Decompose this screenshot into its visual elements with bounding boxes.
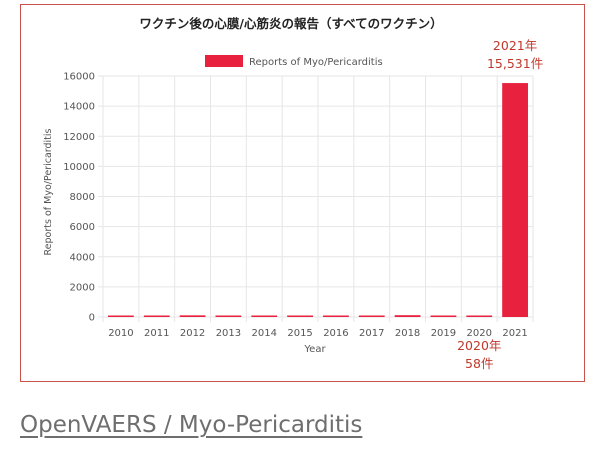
annotation-2021: 2021年 — [493, 38, 537, 53]
legend-swatch — [205, 55, 243, 67]
bar-chart: ワクチン後の心膜/心筋炎の報告（すべてのワクチン） Reports of Myo… — [43, 16, 543, 371]
chart-title: ワクチン後の心膜/心筋炎の報告（すべてのワクチン） — [139, 16, 442, 31]
bar-2020[interactable] — [466, 315, 493, 318]
bar-2018[interactable] — [394, 315, 421, 317]
y-tick-label: 0 — [89, 313, 95, 324]
y-tick-label: 8000 — [70, 192, 95, 203]
x-tick-label: 2015 — [287, 328, 312, 339]
bar-2019[interactable] — [430, 315, 457, 318]
x-tick-label: 2016 — [323, 328, 348, 339]
x-tick-label: 2019 — [431, 328, 456, 339]
bar-2016[interactable] — [323, 315, 349, 318]
x-tick-label: 2017 — [359, 328, 384, 339]
y-axis-label: Reports of Myo/Pericarditis — [43, 128, 54, 255]
x-tick-label: 2011 — [144, 328, 169, 339]
x-axis-label: Year — [303, 344, 326, 355]
annotation-2020: 2020年 — [457, 338, 501, 353]
y-tick-label: 14000 — [63, 102, 95, 113]
bar-2010[interactable] — [108, 315, 134, 318]
chart-card: ワクチン後の心膜/心筋炎の報告（すべてのワクチン） Reports of Myo… — [20, 4, 585, 382]
y-tick-label: 6000 — [70, 222, 95, 233]
bar-2021[interactable] — [502, 83, 528, 317]
annotation-2020: 58件 — [465, 356, 493, 371]
x-tick-label: 2013 — [216, 328, 241, 339]
x-tick-label: 2018 — [395, 328, 420, 339]
y-tick-label: 10000 — [63, 162, 95, 173]
bar-2013[interactable] — [215, 315, 242, 318]
y-tick-label: 16000 — [63, 72, 95, 83]
bar-2017[interactable] — [358, 315, 385, 318]
bar-2015[interactable] — [287, 315, 313, 318]
x-tick-label: 2012 — [180, 328, 205, 339]
x-tick-label: 2021 — [502, 328, 527, 339]
source-link[interactable]: OpenVAERS / Myo-Pericarditis — [20, 412, 363, 438]
legend[interactable]: Reports of Myo/Pericarditis — [205, 55, 383, 68]
bar-2014[interactable] — [251, 315, 278, 318]
x-tick-label: 2020 — [467, 328, 492, 339]
legend-label: Reports of Myo/Pericarditis — [249, 57, 383, 68]
x-tick-label: 2014 — [252, 328, 277, 339]
y-tick-label: 4000 — [70, 252, 95, 263]
bar-2011[interactable] — [143, 315, 170, 318]
y-tick-label: 12000 — [63, 132, 95, 143]
y-tick-label: 2000 — [70, 282, 95, 293]
bar-2012[interactable] — [179, 315, 206, 317]
x-tick-label: 2010 — [108, 328, 133, 339]
annotation-2021: 15,531件 — [487, 56, 543, 71]
